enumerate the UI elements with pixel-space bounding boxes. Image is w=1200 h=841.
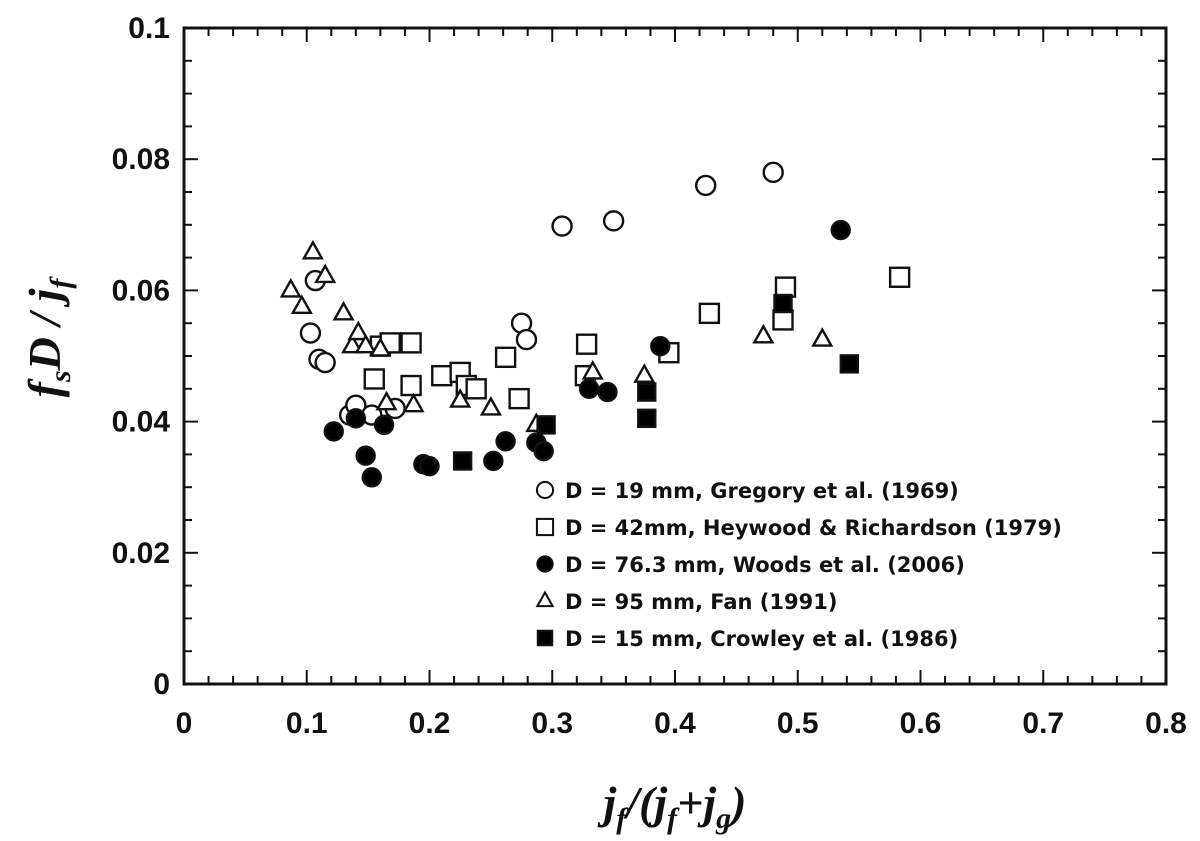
- y-tick-label: 0.1: [128, 12, 170, 45]
- data-point: [515, 328, 538, 351]
- data-point: [373, 414, 395, 436]
- legend: D = 19 mm, Gregory et al. (1969) D = 42mm…: [535, 479, 1062, 651]
- legend-entry: D = 42mm, Heywood & Richardson (1979): [535, 516, 1062, 540]
- data-point: [774, 276, 797, 298]
- x-tick-label: 0: [176, 707, 193, 740]
- data-point: [698, 302, 721, 325]
- data-point: [431, 364, 453, 387]
- x-tick-labels: 0 0.1 0.2 0.3 0.4 0.5 0.6 0.7 0.8: [176, 707, 1187, 740]
- y-tick-labels: 0 0.02 0.04 0.06 0.08 0.1: [112, 12, 171, 701]
- data-point: [694, 174, 717, 197]
- y-tick-label: 0.04: [112, 406, 171, 439]
- data-point: [290, 294, 313, 314]
- data-point: [400, 374, 422, 397]
- legend-entry: D = 95 mm, Fan (1991): [535, 590, 837, 614]
- y-tick-label: 0.06: [112, 274, 170, 307]
- data-point: [402, 392, 425, 413]
- data-point: [597, 381, 618, 403]
- y-axis-title: fsD / jf: [19, 276, 77, 398]
- legend-marker: [535, 590, 555, 608]
- data-point: [551, 215, 573, 237]
- legend-label: D = 15 mm, Crowley et al. (1986): [565, 627, 958, 651]
- legend-entry: D = 76.3 mm, Woods et al. (2006): [536, 553, 965, 577]
- data-point: [575, 333, 598, 355]
- data-point: [449, 388, 472, 408]
- series-1: [299, 161, 784, 426]
- data-point: [578, 378, 600, 399]
- y-tick-label: 0.02: [112, 537, 170, 570]
- data-point: [332, 300, 355, 321]
- data-point: [637, 408, 657, 429]
- data-markers: [279, 161, 911, 488]
- legend-label: D = 95 mm, Fan (1991): [565, 590, 837, 614]
- data-point: [650, 335, 671, 357]
- data-point: [888, 266, 911, 288]
- x-tick-label: 0.7: [1022, 707, 1064, 740]
- legend-label: D = 76.3 mm, Woods et al. (2006): [565, 553, 965, 577]
- data-point: [773, 293, 793, 314]
- x-tick-label: 0.8: [1145, 707, 1187, 740]
- y-tick-label: 0.08: [112, 143, 170, 176]
- x-tick-label: 0.3: [531, 707, 573, 740]
- data-point: [347, 320, 370, 341]
- data-point: [581, 359, 604, 380]
- data-point: [811, 327, 834, 347]
- x-axis-title: jf/(jf+jg): [597, 777, 747, 835]
- legend-label: D = 42mm, Heywood & Richardson (1979): [565, 516, 1062, 540]
- data-point: [355, 445, 376, 466]
- legend-marker: [536, 629, 554, 647]
- x-tick-label: 0.2: [409, 707, 451, 740]
- data-point: [369, 336, 392, 357]
- x-tick-label: 0.6: [900, 707, 942, 740]
- data-point: [419, 456, 440, 477]
- axis-ticks: [183, 27, 1167, 685]
- data-point: [508, 387, 530, 410]
- legend-marker: [535, 517, 555, 537]
- legend-entry: D = 19 mm, Gregory et al. (1969): [535, 479, 959, 503]
- data-point: [479, 396, 502, 416]
- data-point: [314, 263, 337, 284]
- data-point: [830, 219, 851, 241]
- data-point: [299, 322, 322, 344]
- data-point: [762, 161, 784, 184]
- data-point: [533, 440, 554, 462]
- data-point: [483, 450, 504, 472]
- data-point: [375, 390, 398, 411]
- data-point: [602, 210, 625, 232]
- data-point: [772, 309, 794, 331]
- x-tick-label: 0.4: [654, 707, 696, 740]
- data-point: [361, 467, 383, 488]
- data-point: [637, 382, 657, 402]
- legend-entry: D = 15 mm, Crowley et al. (1986): [536, 627, 958, 651]
- data-point: [314, 351, 336, 374]
- data-point: [494, 346, 517, 369]
- data-point: [839, 354, 860, 374]
- legend-label: D = 19 mm, Gregory et al. (1969): [565, 479, 959, 503]
- data-point: [452, 451, 473, 471]
- data-point: [345, 408, 367, 429]
- x-tick-label: 0.5: [777, 707, 819, 740]
- data-point: [536, 415, 556, 435]
- data-point: [279, 277, 302, 298]
- data-point: [633, 363, 656, 383]
- data-point: [323, 421, 344, 442]
- data-point: [341, 333, 364, 354]
- data-point: [400, 332, 422, 354]
- y-tick-label: 0: [153, 668, 170, 701]
- legend-marker: [536, 555, 554, 573]
- data-point: [354, 333, 377, 354]
- data-point: [301, 239, 324, 260]
- data-point: [465, 378, 487, 400]
- series-5: [452, 293, 860, 471]
- data-point: [363, 368, 385, 390]
- legend-marker: [535, 480, 555, 500]
- x-tick-label: 0.1: [286, 707, 328, 740]
- data-point: [752, 323, 775, 344]
- data-point: [495, 431, 516, 452]
- series-3: [323, 219, 851, 488]
